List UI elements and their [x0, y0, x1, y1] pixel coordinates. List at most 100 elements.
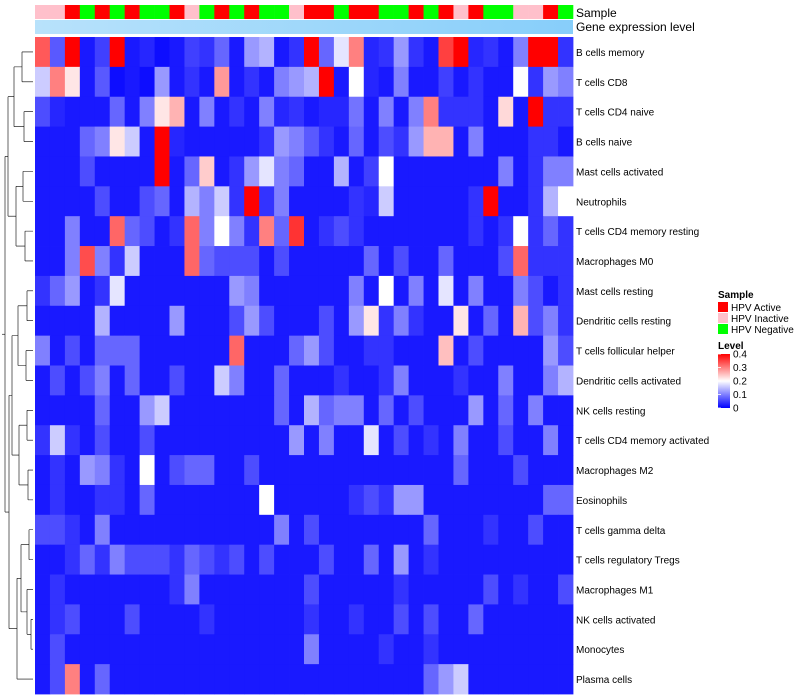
heatmap-cell [124, 574, 141, 605]
row-label: B cells naive [576, 138, 633, 149]
heatmap-cell [124, 275, 141, 307]
heatmap-cell [289, 96, 305, 127]
heatmap-cell [244, 574, 260, 605]
sample-annotation-cell [259, 5, 275, 19]
row-label: Dendritic cells activated [576, 376, 681, 387]
heatmap-cell [513, 634, 529, 665]
heatmap-cell [274, 246, 290, 277]
sample-annotation-cell [393, 5, 409, 19]
heatmap-cell [289, 275, 305, 307]
heatmap-cell [423, 484, 439, 516]
heatmap-cell [363, 634, 380, 665]
heatmap-cell [214, 514, 230, 546]
heatmap-cell [408, 186, 424, 217]
row-label: T cells CD8 [576, 78, 628, 89]
heatmap-cell [49, 246, 66, 277]
heatmap-cell [333, 186, 350, 217]
heatmap-cell [304, 604, 320, 635]
heatmap-cell [363, 365, 380, 396]
sample-annotation-cell [304, 5, 320, 19]
heatmap-cell [528, 305, 544, 337]
dendrogram-branch [18, 424, 28, 486]
heatmap-cell [408, 216, 424, 247]
sample-annotation-cell [438, 5, 454, 19]
heatmap-cell [124, 634, 141, 665]
heatmap-cell [169, 66, 185, 98]
heatmap-cell [289, 156, 305, 187]
heatmap-cell [64, 37, 81, 68]
heatmap-cell [558, 455, 574, 486]
heatmap-cell [468, 186, 484, 217]
heatmap-cell [408, 66, 424, 98]
heatmap-cell [543, 275, 559, 307]
heatmap-cell [438, 574, 454, 605]
heatmap-cell [244, 365, 260, 396]
heatmap-cell [558, 365, 574, 396]
heatmap-cell [363, 574, 380, 605]
dendrogram-branch [24, 230, 33, 262]
heatmap-cell [229, 484, 245, 516]
heatmap-cell [304, 246, 320, 277]
heatmap-cell [393, 66, 410, 98]
dendrogram-branch [23, 111, 33, 142]
heatmap-cell [289, 484, 305, 516]
heatmap-cell [348, 96, 365, 127]
heatmap-cell [423, 664, 439, 695]
heatmap-cell [274, 186, 290, 217]
heatmap-cell [483, 484, 499, 516]
heatmap-cell [229, 604, 245, 635]
heatmap-cell [513, 664, 529, 695]
dendrogram-branch [28, 529, 33, 560]
heatmap-cell [64, 305, 81, 337]
heatmap-cell [513, 66, 529, 98]
heatmap-cell [124, 216, 141, 247]
heatmap-cell [513, 216, 529, 247]
heatmap-cell [154, 335, 170, 366]
heatmap-cell [543, 455, 559, 486]
heatmap-cell [289, 365, 305, 396]
heatmap-cell [199, 126, 215, 157]
heatmap-cell [513, 425, 529, 456]
heatmap-cell [94, 305, 111, 337]
sample-annotation-cell [333, 5, 350, 19]
heatmap-cell [244, 66, 260, 98]
row-label: T cells CD4 memory activated [576, 436, 709, 447]
heatmap-cell [169, 484, 185, 516]
heatmap-cell [543, 604, 559, 635]
heatmap-cell [109, 246, 126, 277]
heatmap-cell [453, 335, 469, 366]
dendrogram-branch [25, 350, 33, 381]
heatmap-cell [94, 186, 111, 217]
heatmap-cell [109, 156, 126, 187]
heatmap-cell [498, 246, 514, 277]
heatmap-cell [124, 156, 141, 187]
heatmap-cell [184, 544, 200, 575]
heatmap-cell [169, 216, 185, 247]
heatmap-cell [154, 664, 170, 695]
heatmap-cell [124, 186, 141, 217]
heatmap-cell [124, 664, 141, 695]
heatmap-cell [304, 156, 320, 187]
sample-annotation-cell [378, 5, 394, 19]
heatmap-cell [423, 156, 439, 187]
heatmap-cell [304, 66, 320, 98]
heatmap-cell [513, 96, 529, 127]
heatmap-cell [49, 425, 66, 456]
sample-annotation-cell [513, 5, 529, 19]
heatmap-cell [199, 305, 215, 337]
heatmap-cell [184, 604, 200, 635]
heatmap-cell [468, 425, 484, 456]
heatmap-cell [363, 305, 380, 337]
heatmap-cell [423, 126, 439, 157]
heatmap-cell [543, 335, 559, 366]
heatmap-cell [318, 275, 335, 307]
heatmap-cell [64, 335, 81, 366]
heatmap-cell [348, 484, 365, 516]
heatmap-cell [318, 335, 335, 366]
heatmap-cell [94, 246, 111, 277]
heatmap-cell [318, 305, 335, 337]
legend-tick-label: 0.2 [733, 377, 747, 388]
dendrogram-branch [8, 395, 17, 629]
heatmap-cell [393, 544, 410, 575]
legend-tick-label: 0 [733, 404, 739, 415]
